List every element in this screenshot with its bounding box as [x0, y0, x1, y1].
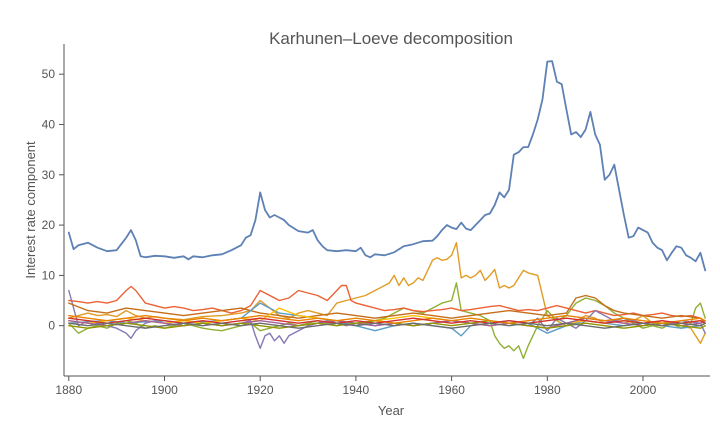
- x-tick-label: 1940: [343, 383, 370, 397]
- y-tick-label: 40: [42, 117, 56, 131]
- y-tick-label: 0: [48, 319, 55, 333]
- x-tick-label: 1980: [534, 383, 561, 397]
- y-axis-label: Interest rate component: [23, 141, 38, 279]
- series-line-2: [68, 241, 706, 344]
- x-tick-label: 1880: [55, 383, 82, 397]
- y-ticks: 0 10 20 30 40 50: [42, 67, 64, 333]
- x-tick-label: 1900: [151, 383, 178, 397]
- series-line-12: [68, 317, 706, 324]
- x-ticks: 1880 1900 1920 1940 1960 1980 2000: [55, 376, 657, 397]
- y-tick-label: 10: [42, 268, 56, 282]
- y-tick-label: 30: [42, 168, 56, 182]
- x-tick-label: 1960: [438, 383, 465, 397]
- series-line-1: [67, 60, 707, 272]
- series-line-13: [68, 322, 706, 329]
- axes: [63, 44, 710, 377]
- y-tick-label: 20: [42, 218, 56, 232]
- series-line-6: [68, 294, 706, 324]
- chart-title: Karhunen–Loeve decomposition: [269, 29, 513, 48]
- series-group: [67, 60, 707, 360]
- x-tick-label: 2000: [630, 383, 657, 397]
- y-tick-label: 50: [42, 67, 56, 81]
- x-axis-label: Year: [378, 403, 405, 418]
- series-line-4: [68, 284, 706, 324]
- x-tick-label: 1920: [247, 383, 274, 397]
- series-line-11: [68, 314, 706, 324]
